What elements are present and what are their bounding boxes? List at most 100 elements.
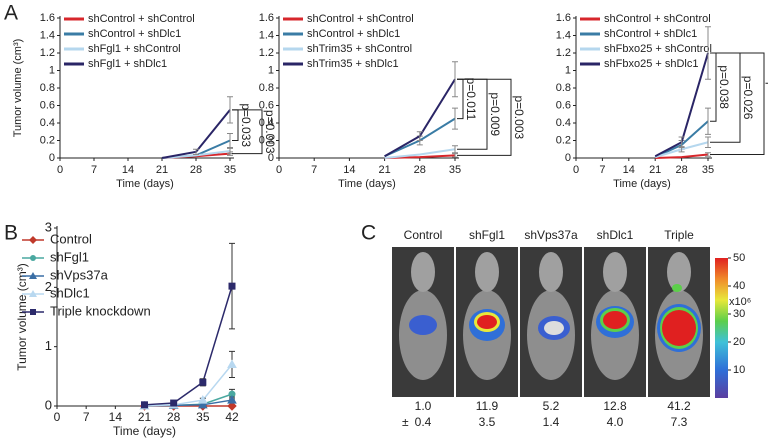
y-tick-label: 1.4 — [40, 29, 55, 41]
marker — [228, 282, 236, 290]
signal — [603, 311, 627, 329]
marker — [199, 378, 207, 386]
y-tick-label: 0.2 — [40, 134, 55, 146]
y-tick-label: 1 — [49, 64, 55, 76]
x-tick-label: 14 — [623, 164, 635, 176]
x-tick-label: 35 — [224, 164, 236, 176]
x-tick-label: 35 — [196, 410, 210, 424]
error-value: 7.3 — [671, 415, 688, 429]
colorbar — [715, 258, 728, 398]
error-bar — [705, 152, 711, 157]
x-tick-label: 21 — [649, 164, 661, 176]
y-tick-label: 0 — [268, 152, 274, 164]
error-bar — [452, 153, 458, 158]
plus-minus: ± — [402, 415, 409, 429]
y-tick-label: 1 — [268, 64, 274, 76]
y-tick-label: 0.6 — [556, 99, 571, 111]
colorbar-tick-label: 20 — [733, 336, 745, 348]
mean-value: 41.2 — [667, 399, 691, 413]
signal — [662, 310, 696, 346]
x-axis-label: Time (days) — [613, 178, 671, 190]
x-tick-label: 28 — [167, 410, 181, 424]
series-line — [655, 153, 709, 159]
legend-marker — [30, 309, 36, 315]
y-tick-label: 1.6 — [40, 12, 55, 24]
series-line — [384, 148, 456, 159]
significance-bracket — [232, 109, 239, 141]
legend-label: shControl + shControl — [604, 13, 711, 25]
column-label: shDlc1 — [597, 228, 634, 242]
y-tick-label: 0 — [45, 397, 52, 412]
p-value: p=0.038 — [717, 65, 731, 109]
y-tick-label: 1.2 — [40, 47, 55, 59]
legend-label: shControl + shControl — [88, 13, 195, 25]
y-tick-label: 0.4 — [259, 117, 274, 129]
p-value: p=0.014 — [765, 82, 768, 126]
y-tick-label: 0.4 — [556, 117, 571, 129]
mouse-head — [539, 252, 563, 292]
error-value: 4.0 — [607, 415, 624, 429]
y-tick-label: 1.2 — [556, 47, 571, 59]
legend-label: Triple knockdown — [50, 303, 151, 318]
x-tick-label: 0 — [54, 410, 61, 424]
y-tick-label: 1 — [45, 338, 52, 353]
signal — [544, 321, 564, 335]
y-tick-label: 0.8 — [259, 82, 274, 94]
y-tick-label: 1.4 — [556, 29, 571, 41]
p-value: p=0.009 — [488, 92, 502, 136]
y-tick-label: 1 — [565, 64, 571, 76]
mean-value: 5.2 — [543, 399, 560, 413]
p-value: p=0.026 — [741, 76, 755, 120]
x-tick-label: 21 — [156, 164, 168, 176]
mean-value: 1.0 — [415, 399, 432, 413]
marker — [197, 399, 208, 409]
mouse-head — [667, 252, 691, 292]
legend-marker — [29, 272, 37, 279]
significance-bracket — [710, 52, 717, 122]
legend-label: shControl + shDlc1 — [307, 28, 400, 40]
colorbar-tick-label: 30 — [733, 308, 745, 320]
y-tick-label: 1.6 — [259, 12, 274, 24]
mean-value: 11.9 — [476, 399, 499, 413]
y-tick-label: 0.8 — [40, 82, 55, 94]
y-tick-label: 0.6 — [40, 99, 55, 111]
x-tick-label: 7 — [91, 164, 97, 176]
significance-bracket — [710, 52, 765, 155]
x-tick-label: 21 — [378, 164, 390, 176]
x-tick-label: 7 — [311, 164, 317, 176]
x-tick-label: 35 — [702, 164, 714, 176]
colorbar-tick-label: 40 — [733, 280, 745, 292]
x-tick-label: 21 — [138, 410, 152, 424]
signal — [409, 315, 437, 335]
x-tick-label: 14 — [122, 164, 134, 176]
y-tick-label: 1.4 — [259, 29, 274, 41]
x-axis-label: Time (days) — [116, 178, 174, 190]
mean-value: 12.8 — [603, 399, 627, 413]
legend-label: shDlc1 — [50, 285, 90, 300]
marker — [170, 399, 178, 407]
y-tick-label: 0.4 — [40, 117, 55, 129]
panel-label: A — [4, 2, 18, 25]
legend-label: shControl + shControl — [307, 13, 414, 25]
legend-label: shFbxo25 + shDlc1 — [604, 58, 698, 70]
legend-label: shVps37a — [50, 267, 109, 282]
x-tick-label: 7 — [599, 164, 605, 176]
colorbar-unit: x10⁶ — [729, 296, 751, 308]
error-value: 1.4 — [543, 415, 560, 429]
y-tick-label: 0 — [565, 152, 571, 164]
x-tick-label: 35 — [449, 164, 461, 176]
error-bar — [227, 96, 233, 124]
x-axis-label: Time (days) — [338, 178, 396, 190]
marker — [141, 401, 148, 409]
x-tick-label: 7 — [83, 410, 90, 424]
error-value: 3.5 — [479, 415, 496, 429]
column-label: Triple — [664, 228, 694, 242]
legend-label: shTrim35 + shControl — [307, 43, 412, 55]
x-tick-label: 28 — [190, 164, 202, 176]
legend-label: shFbxo25 + shControl — [604, 43, 712, 55]
y-tick-label: 1.6 — [556, 12, 571, 24]
mouse-head — [475, 252, 499, 292]
significance-bracket — [457, 78, 512, 156]
error-bar — [452, 61, 458, 98]
